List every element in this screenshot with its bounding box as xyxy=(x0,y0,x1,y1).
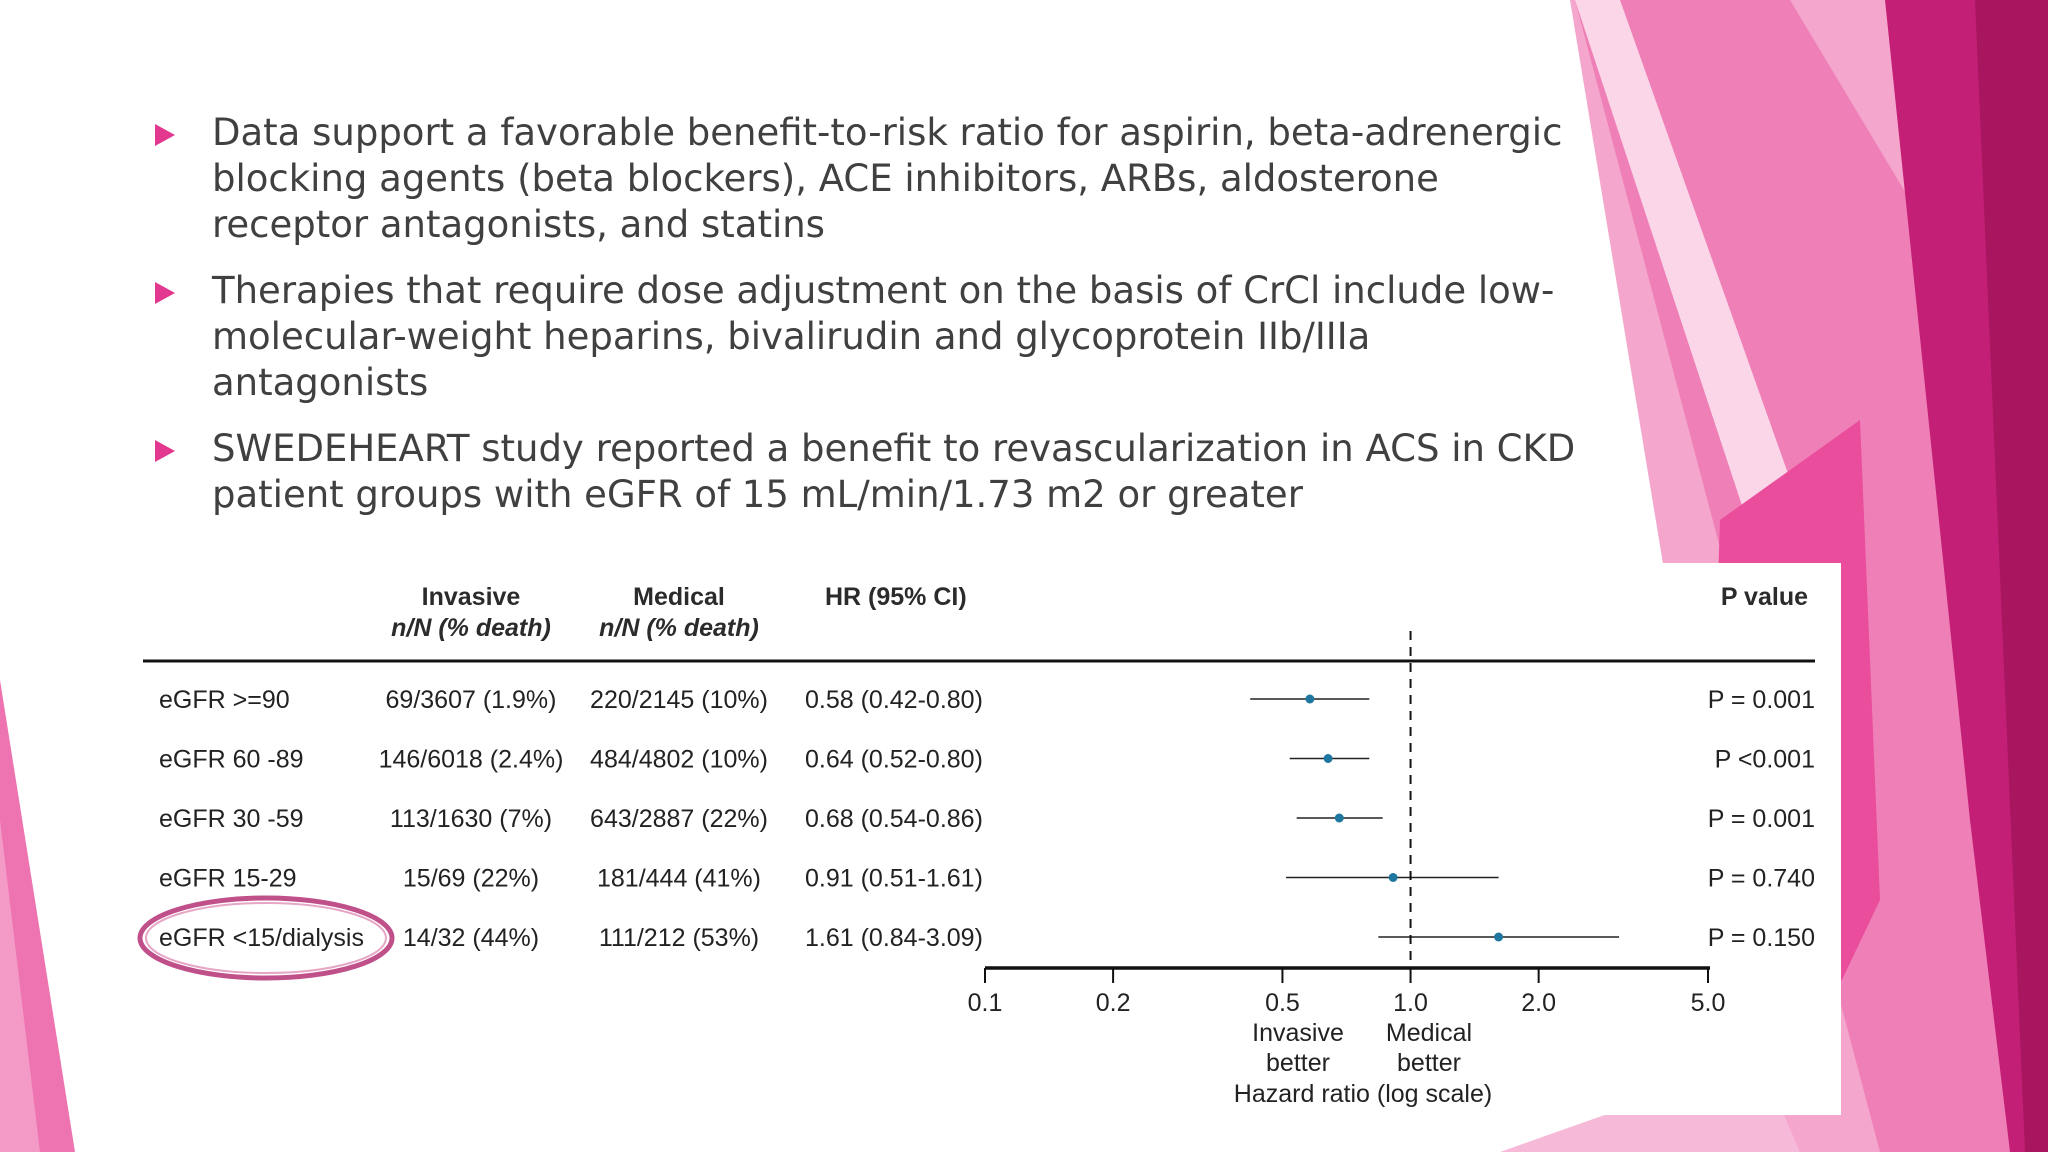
row-invasive: 14/32 (44%) xyxy=(403,924,539,952)
left-annotation-line1: Invasive xyxy=(1252,1019,1344,1047)
header-p-value: P value xyxy=(1721,583,1808,611)
x-tick-label: 0.2 xyxy=(1096,989,1131,1017)
hr-point xyxy=(1323,754,1333,763)
header-invasive-sub: n/N (% death) xyxy=(391,614,551,642)
row-p-value: P = 0.740 xyxy=(1708,865,1815,893)
highlight-oval-inner xyxy=(145,902,387,974)
row-medical: 220/2145 (10%) xyxy=(590,686,768,714)
row-label: eGFR <15/dialysis xyxy=(159,924,364,952)
bullet-item: Data support a favorable benefit-to-risk… xyxy=(150,110,1590,248)
row-hr: 0.68 (0.54-0.86) xyxy=(805,805,983,833)
hr-point xyxy=(1388,873,1398,882)
row-p-value: P <0.001 xyxy=(1715,746,1815,774)
bullet-item: Therapies that require dose adjustment o… xyxy=(150,268,1590,406)
row-hr: 1.61 (0.84-3.09) xyxy=(805,924,983,952)
row-invasive: 15/69 (22%) xyxy=(403,865,539,893)
x-tick-label: 5.0 xyxy=(1691,989,1726,1017)
row-medical: 111/212 (53%) xyxy=(599,924,759,952)
bullet-item: SWEDEHEART study reported a benefit to r… xyxy=(150,426,1590,518)
forest-rows: eGFR >=90 69/3607 (1.9%) 220/2145 (10%) 0.5… xyxy=(137,686,1815,981)
bullet-list: Data support a favorable benefit-to-risk… xyxy=(150,110,1590,538)
row-hr: 0.58 (0.42-0.80) xyxy=(805,686,983,714)
x-axis: 0.1 0.2 0.5 1.0 2.0 5.0 xyxy=(968,631,1726,1017)
triangle-bullet-icon xyxy=(155,282,175,304)
hr-point xyxy=(1494,932,1504,942)
hr-point xyxy=(1305,694,1315,704)
highlight-oval xyxy=(137,895,395,981)
x-tick-label: 0.1 xyxy=(968,989,1003,1017)
hr-point xyxy=(1334,813,1344,823)
row-p-value: P = 0.150 xyxy=(1708,924,1815,952)
row-medical: 643/2887 (22%) xyxy=(590,805,768,833)
right-annotation-line2: better xyxy=(1397,1049,1461,1077)
header-medical-sub: n/N (% death) xyxy=(599,614,759,642)
decor-left-light xyxy=(0,820,40,1152)
x-tick-label: 1.0 xyxy=(1393,989,1428,1017)
x-tick-label: 0.5 xyxy=(1265,989,1300,1017)
right-annotation-line1: Medical xyxy=(1386,1019,1472,1047)
header-hr: HR (95% CI) xyxy=(825,583,967,611)
header-invasive: Invasive xyxy=(422,583,521,611)
bullet-text: Therapies that require dose adjustment o… xyxy=(212,269,1555,404)
row-label: eGFR 30 -59 xyxy=(159,805,304,833)
row-invasive: 113/1630 (7%) xyxy=(390,805,552,833)
row-label: eGFR 15-29 xyxy=(159,865,297,893)
x-tick-label: 2.0 xyxy=(1521,989,1556,1017)
decor-right-pale xyxy=(1575,0,1840,620)
bullet-text: SWEDEHEART study reported a benefit to r… xyxy=(212,427,1576,516)
x-axis-label: Hazard ratio (log scale) xyxy=(1234,1080,1492,1108)
row-hr: 0.91 (0.51-1.61) xyxy=(805,865,983,893)
header-medical: Medical xyxy=(633,583,725,611)
row-invasive: 69/3607 (1.9%) xyxy=(386,686,557,714)
bullet-text: Data support a favorable benefit-to-risk… xyxy=(212,111,1563,246)
row-p-value: P = 0.001 xyxy=(1708,805,1815,833)
forest-plot-figure: Invasive n/N (% death) Medical n/N (% de… xyxy=(133,563,1841,1115)
row-medical: 484/4802 (10%) xyxy=(590,746,768,774)
row-invasive: 146/6018 (2.4%) xyxy=(379,746,564,774)
row-p-value: P = 0.001 xyxy=(1708,686,1815,714)
forest-plot: Invasive n/N (% death) Medical n/N (% de… xyxy=(137,583,1815,1108)
row-label: eGFR 60 -89 xyxy=(159,746,304,774)
row-label: eGFR >=90 xyxy=(159,686,290,714)
left-annotation-line2: better xyxy=(1266,1049,1330,1077)
row-medical: 181/444 (41%) xyxy=(597,865,761,893)
triangle-bullet-icon xyxy=(155,124,175,146)
decor-right-band xyxy=(1975,0,2048,1152)
triangle-bullet-icon xyxy=(155,440,175,462)
row-hr: 0.64 (0.52-0.80) xyxy=(805,746,983,774)
